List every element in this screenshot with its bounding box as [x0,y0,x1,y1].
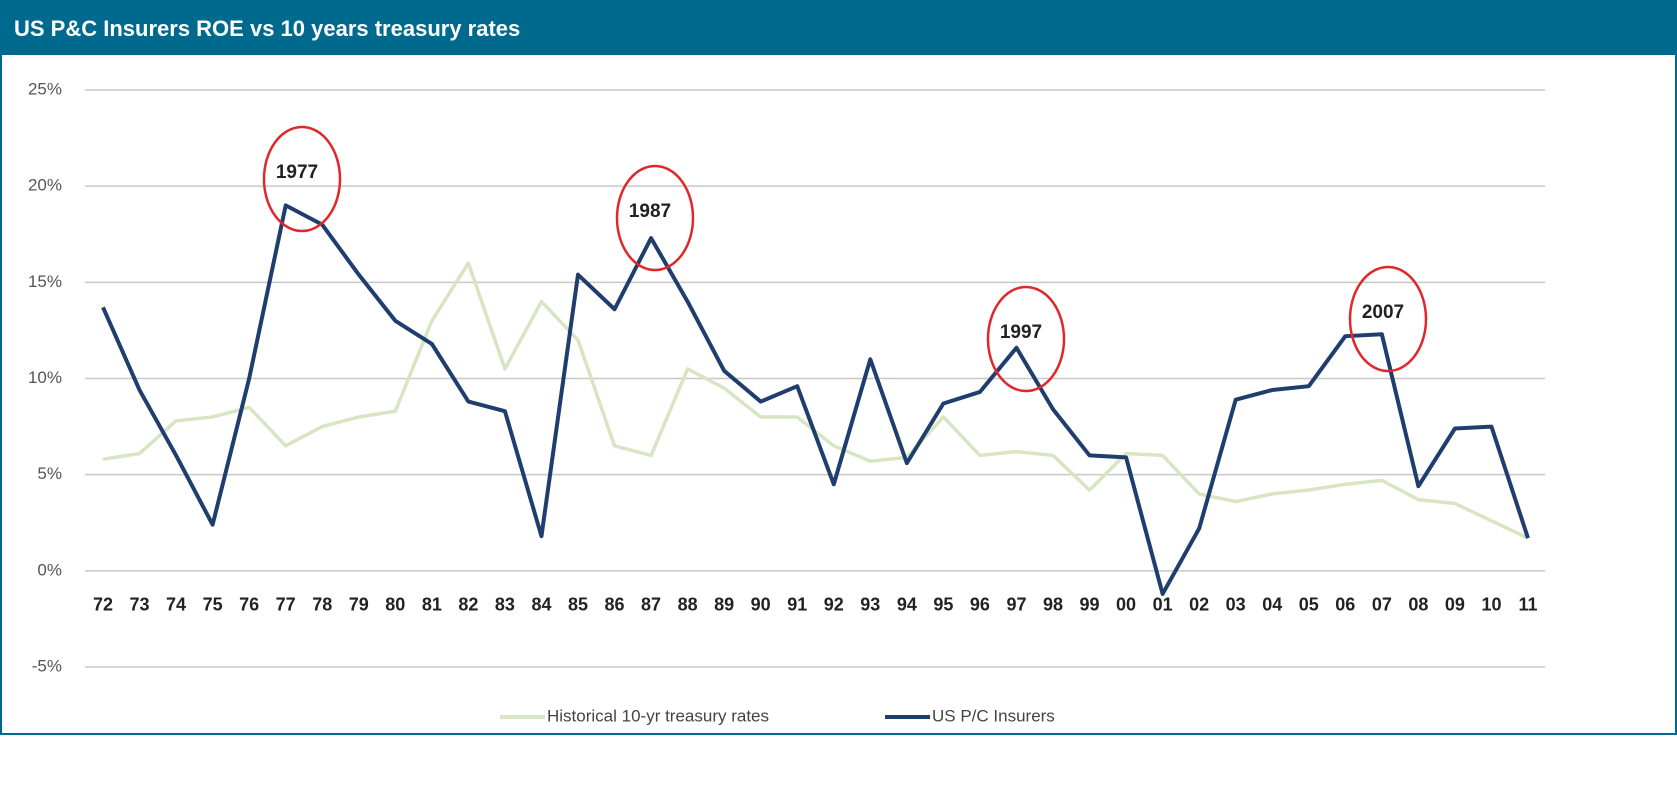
x-tick-label: 74 [166,595,186,615]
x-tick-label: 77 [276,595,296,615]
x-tick-label: 06 [1335,595,1355,615]
x-tick-label: 78 [312,595,332,615]
annotation-circle [615,164,695,272]
x-tick-label: 88 [678,595,698,615]
x-tick-label: 81 [422,595,442,615]
x-tick-label: 07 [1372,595,1392,615]
chart: -5% 0% 5% 10% 15% 20% 25% 72 73 74 75 76 77 78 79 80 81 8… [28,79,1545,725]
chart-title: US P&C Insurers ROE vs 10 years treasury… [14,16,521,41]
y-tick-label: 25% [28,79,62,98]
y-tick-label: 0% [37,560,62,579]
x-tick-label: 83 [495,595,515,615]
x-tick-label: 75 [203,595,223,615]
x-tick-label: 82 [458,595,478,615]
x-tick-label: 96 [970,595,990,615]
annotation-circle [262,125,342,233]
y-tick-label: 5% [37,464,62,483]
x-tick-label: 98 [1043,595,1063,615]
y-tick-label: 15% [28,272,62,291]
x-tick-label: 93 [860,595,880,615]
x-tick-label: 99 [1080,595,1100,615]
annotation: 2007 [1362,302,1404,323]
annotation-circle [1348,265,1428,373]
x-tick-label: 72 [93,595,113,615]
x-tick-label: 80 [385,595,405,615]
x-tick-label: 91 [787,595,807,615]
x-tick-label: 01 [1153,595,1173,615]
y-tick-label: 10% [28,368,62,387]
x-tick-label: 85 [568,595,588,615]
legend-label: US P/C Insurers [932,706,1055,725]
x-tick-label: 09 [1445,595,1465,615]
x-tick-label: 87 [641,595,661,615]
x-tick-label: 11 [1518,595,1537,615]
x-tick-label: 76 [239,595,259,615]
x-tick-label: 90 [751,595,771,615]
x-tick-label: 02 [1189,595,1209,615]
x-tick-label: 73 [130,595,150,615]
legend-label: Historical 10-yr treasury rates [547,706,769,725]
x-tick-label: 00 [1116,595,1136,615]
x-tick-label: 04 [1262,595,1282,615]
x-tick-label: 95 [933,595,953,615]
annotation-circle [986,285,1066,393]
annotation: 1977 [276,162,318,183]
x-tick-label: 79 [349,595,369,615]
x-tick-label: 10 [1481,595,1501,615]
x-tick-label: 84 [531,595,551,615]
annotation: 1997 [1000,322,1042,343]
x-tick-label: 94 [897,595,917,615]
series-line [102,261,1529,540]
x-tick-label: 05 [1299,595,1319,615]
y-tick-label: -5% [32,656,62,675]
y-tick-label: 20% [28,176,62,195]
x-tick-label: 86 [605,595,625,615]
x-tick-label: 03 [1226,595,1246,615]
annotation: 1987 [629,201,671,222]
series-line [101,203,1530,596]
header: US P&C Insurers ROE vs 10 years treasury… [0,0,1677,55]
x-tick-label: 92 [824,595,844,615]
x-tick-label: 97 [1006,595,1026,615]
x-tick-label: 89 [714,595,734,615]
x-tick-label: 08 [1408,595,1428,615]
